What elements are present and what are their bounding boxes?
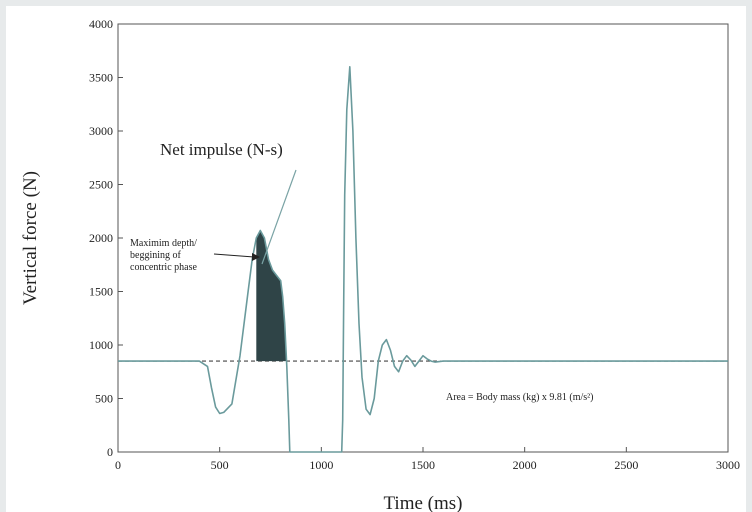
force-curve <box>118 66 728 453</box>
max-depth-label-line2: beggining of <box>130 250 181 261</box>
net-impulse-leader-line <box>261 169 297 265</box>
y-tick-label: 500 <box>95 392 113 406</box>
y-tick-label: 4000 <box>89 17 113 31</box>
x-axis-label: Time (ms) <box>383 493 462 512</box>
x-tick-label: 0 <box>115 458 121 472</box>
y-tick-label: 3500 <box>89 71 113 85</box>
x-tick-label: 500 <box>211 458 229 472</box>
net-impulse-shaded-area <box>256 230 287 362</box>
x-tick-label: 2000 <box>513 458 537 472</box>
y-tick-label: 1500 <box>89 285 113 299</box>
x-tick-label: 2500 <box>614 458 638 472</box>
y-tick-label: 0 <box>107 445 113 459</box>
plot-frame <box>117 23 729 453</box>
area-annotation: Area = Body mass (kg) x 9.81 (m/s²) <box>446 392 594 403</box>
max-depth-label-line1: Maximim depth/ <box>130 238 197 249</box>
y-tick-label: 2500 <box>89 178 113 192</box>
net-impulse-label: Net impulse (N-s) <box>160 140 283 159</box>
y-tick-label: 3000 <box>89 124 113 138</box>
max-depth-arrowhead <box>252 253 260 261</box>
force-time-chart: 0 500 1000 1500 2000 2500 3000 3500 4000 0 500 100… <box>20 17 740 512</box>
max-depth-label-line3: concentric phase <box>130 262 197 273</box>
x-tick-label: 1500 <box>411 458 435 472</box>
max-depth-arrow-shaft <box>213 253 255 258</box>
x-tick-label: 1000 <box>309 458 333 472</box>
x-tick-label: 3000 <box>716 458 740 472</box>
y-axis-label: Vertical force (N) <box>20 171 41 305</box>
y-tick-label: 1000 <box>89 338 113 352</box>
figure: 0 500 1000 1500 2000 2500 3000 3500 4000 0 500 100… <box>6 6 746 512</box>
y-tick-label: 2000 <box>89 231 113 245</box>
